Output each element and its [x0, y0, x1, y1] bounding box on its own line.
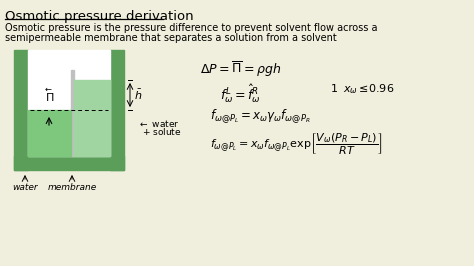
Text: Osmotic pressure is the pressure difference to prevent solvent flow across a: Osmotic pressure is the pressure differe… [5, 23, 377, 33]
Text: Osmotic pressure derivation: Osmotic pressure derivation [5, 10, 193, 23]
Text: $\leftarrow$: $\leftarrow$ [43, 85, 53, 94]
Text: $\leftarrow$ water: $\leftarrow$ water [138, 118, 180, 129]
Text: $1 \;\; x_\omega \leq\! 0.96$: $1 \;\; x_\omega \leq\! 0.96$ [330, 82, 394, 96]
Bar [28, 110, 71, 156]
Bar [71, 70, 74, 156]
Text: $\Pi$: $\Pi$ [45, 91, 55, 103]
Bar [14, 50, 28, 170]
Text: $+$ solute: $+$ solute [142, 126, 182, 137]
Text: $f_{\omega @P_L} = x_\omega \gamma_\omega f_{\omega @P_R}$: $f_{\omega @P_L} = x_\omega \gamma_\omeg… [210, 108, 310, 126]
Bar [110, 50, 124, 170]
Bar [74, 80, 110, 156]
Text: membrane: membrane [47, 183, 97, 192]
Text: $\bar{h}$: $\bar{h}$ [134, 88, 142, 102]
Bar [14, 156, 124, 170]
Text: $\Delta P = \overline{\Pi} = \rho g h$: $\Delta P = \overline{\Pi} = \rho g h$ [200, 60, 281, 79]
Bar [28, 50, 110, 156]
Text: water: water [12, 183, 38, 192]
Text: semipermeable membrane that separates a solution from a solvent: semipermeable membrane that separates a … [5, 33, 337, 43]
Text: $f_\omega^L = \hat{f}_\omega^R$: $f_\omega^L = \hat{f}_\omega^R$ [220, 82, 261, 105]
Text: $f_{\omega @P_L} = x_\omega f_{\omega @P_L} \exp\!\left[\dfrac{V_\omega(P_R - P_: $f_{\omega @P_L} = x_\omega f_{\omega @P… [210, 132, 383, 157]
